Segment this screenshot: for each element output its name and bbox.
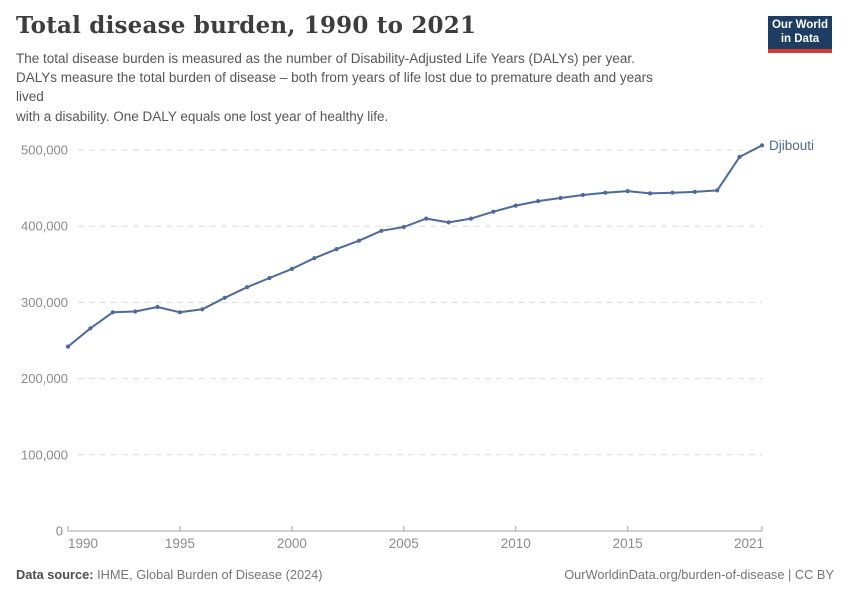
y-axis-tick-label: 300,000 [21,295,68,310]
data-point [580,192,586,198]
subtitle-line: The total disease burden is measured as … [16,51,635,66]
data-point [603,190,608,195]
x-axis-tick-label: 2010 [501,536,531,550]
data-point [715,188,720,193]
data-point [558,195,563,201]
data-point [379,228,384,233]
data-point [245,285,250,290]
data-point [670,190,675,195]
y-axis-tick-label: 100,000 [21,447,68,462]
subtitle-line: lived [16,89,44,105]
data-point [133,309,138,314]
data-point [65,344,71,349]
data-point [155,304,160,310]
y-axis-tick-label: 0 [56,524,63,539]
x-axis-tick-label: 1995 [165,536,195,550]
chart-title: Total disease burden, 1990 to 2021 [16,12,477,39]
chart-subtitle: The total disease burden is measured as … [16,49,746,126]
data-point [334,247,339,252]
data-source-value: IHME, Global Burden of Disease (2024) [93,567,323,582]
data-point [513,203,518,208]
owid-link[interactable]: OurWorldinData.org/burden-of-disease | C… [564,567,834,582]
data-point [648,191,653,196]
data-point [356,238,362,243]
data-point [536,199,541,204]
line-chart-svg: 0 100,000 200,000 300,000 400,000 500,000 1990… [21,138,814,551]
chart-footer: Data source: IHME, Global Burden of Dise… [0,562,850,592]
data-point [267,275,272,281]
owid-logo-text-line2: in Data [780,32,820,45]
data-point [759,143,765,148]
line-chart: 0 100,000 200,000 300,000 400,000 500,000 1990… [0,130,850,551]
subtitle-line: with a disability. One DALY equals one l… [16,108,389,124]
entity-label-djibouti[interactable]: Djibouti [769,138,814,153]
data-point [401,224,406,230]
owid-logo: Our World in Data [768,16,832,53]
y-axis-tick-label: 200,000 [21,371,68,386]
data-point [424,216,429,221]
data-point [625,189,630,194]
x-axis-tick-label: 2000 [277,536,307,550]
data-point [88,326,93,331]
x-axis-tick-label: 2005 [389,536,419,550]
data-line-djibouti [67,144,763,348]
data-point [446,220,451,225]
y-axis-tick-label: 400,000 [21,219,68,234]
data-point [312,256,317,261]
x-axis-tick-label: 2021 [734,536,764,550]
data-source-label: Data source: [16,567,94,582]
data-point [289,266,294,271]
data-point [222,295,227,300]
x-axis-tick-label: 1990 [68,536,98,550]
data-point [491,209,496,214]
data-point [692,189,697,194]
data-point [200,307,205,312]
data-point [177,310,182,315]
y-axis-tick-label: 500,000 [21,143,68,158]
data-point [110,310,115,315]
data-point [737,154,742,159]
data-point [468,216,474,221]
x-axis-tick-label: 2015 [613,536,643,550]
owid-logo-text-line1: Our World [771,19,828,31]
subtitle-line: DALYs measure the total burden of diseas… [16,70,653,86]
data-source: Data source: IHME, Global Burden of Dise… [16,567,323,582]
